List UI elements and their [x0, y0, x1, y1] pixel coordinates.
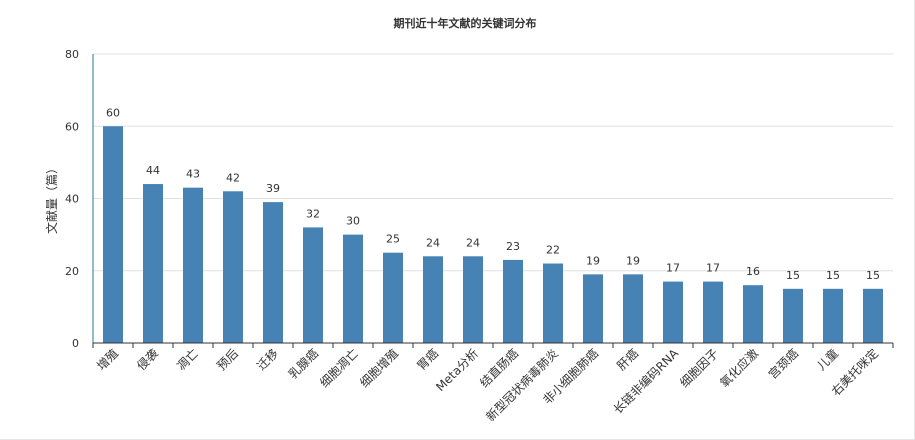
data-label: 24 [426, 236, 440, 249]
data-label: 15 [826, 269, 840, 282]
x-tick-label: 胃癌 [414, 346, 442, 374]
bar[interactable] [703, 281, 723, 343]
data-label: 60 [106, 106, 120, 119]
data-label: 42 [226, 171, 240, 184]
x-tick-label: 细胞凋亡 [317, 346, 361, 390]
x-tick-label: 肝癌 [614, 346, 642, 374]
y-tick-label: 20 [65, 265, 79, 278]
y-tick-label: 40 [65, 193, 79, 206]
bar[interactable] [783, 288, 803, 343]
bar[interactable] [423, 256, 443, 343]
data-label: 24 [466, 236, 480, 249]
x-tick-label: 氧化应激 [717, 346, 762, 391]
data-label: 17 [706, 262, 720, 275]
y-tick-labels: 0 20 40 60 80 [65, 48, 79, 350]
bar[interactable] [183, 187, 203, 343]
data-label: 19 [626, 254, 640, 267]
bar[interactable] [103, 126, 123, 343]
data-label: 44 [146, 164, 160, 177]
x-tick-label: 乳腺癌 [285, 346, 321, 382]
grid-lines [93, 53, 893, 272]
data-label: 15 [866, 269, 880, 282]
data-label: 32 [306, 207, 320, 220]
data-label: 25 [386, 233, 400, 246]
y-axis-label: 文献量（篇） [44, 162, 59, 234]
bar[interactable] [583, 274, 603, 343]
bar[interactable] [663, 281, 683, 343]
data-label: 23 [506, 240, 520, 253]
x-tick-label: 侵袭 [134, 346, 162, 374]
data-label: 30 [346, 215, 360, 228]
x-tick-label: 迁移 [254, 346, 281, 373]
x-tick-label: 宫颈癌 [765, 346, 801, 382]
chart-title: 期刊近十年文献的关键词分布 [394, 16, 537, 30]
data-label: 39 [266, 182, 280, 195]
data-label: 43 [186, 168, 200, 181]
bar[interactable] [503, 259, 523, 343]
y-tick-label: 0 [72, 337, 79, 350]
y-tick-label: 80 [65, 48, 79, 61]
x-tick-label: 凋亡 [174, 346, 201, 373]
bar[interactable] [343, 234, 363, 343]
x-tick-label: 儿童 [814, 346, 842, 374]
data-label: 17 [666, 262, 680, 275]
bar[interactable] [743, 285, 763, 343]
bar[interactable] [263, 202, 283, 343]
x-tick-label: 细胞增殖 [357, 346, 402, 391]
data-label: 16 [746, 265, 760, 278]
y-tick-label: 60 [65, 120, 79, 133]
bar[interactable] [303, 227, 323, 343]
data-label: 19 [586, 254, 600, 267]
bars [103, 126, 883, 343]
bar[interactable] [623, 274, 643, 343]
bar[interactable] [143, 184, 163, 343]
x-tick-label: 细胞因子 [677, 346, 721, 390]
x-tick-label: 预后 [214, 346, 241, 373]
x-tick-label: 新型冠状病毒肺炎 [483, 346, 561, 424]
x-tick-label: Meta分析 [433, 346, 481, 394]
data-label: 22 [546, 244, 560, 257]
bar[interactable] [383, 252, 403, 343]
data-label: 15 [786, 269, 800, 282]
bar[interactable] [863, 288, 883, 343]
x-tick-label: 增殖 [94, 346, 122, 374]
bar[interactable] [223, 191, 243, 343]
bar[interactable] [463, 256, 483, 343]
axes [92, 54, 894, 348]
bar[interactable] [543, 263, 563, 343]
bar[interactable] [823, 288, 843, 343]
data-labels: 60 44 43 42 39 32 30 25 24 24 23 22 19 19 17 17 16 15 15 15 [106, 106, 880, 282]
